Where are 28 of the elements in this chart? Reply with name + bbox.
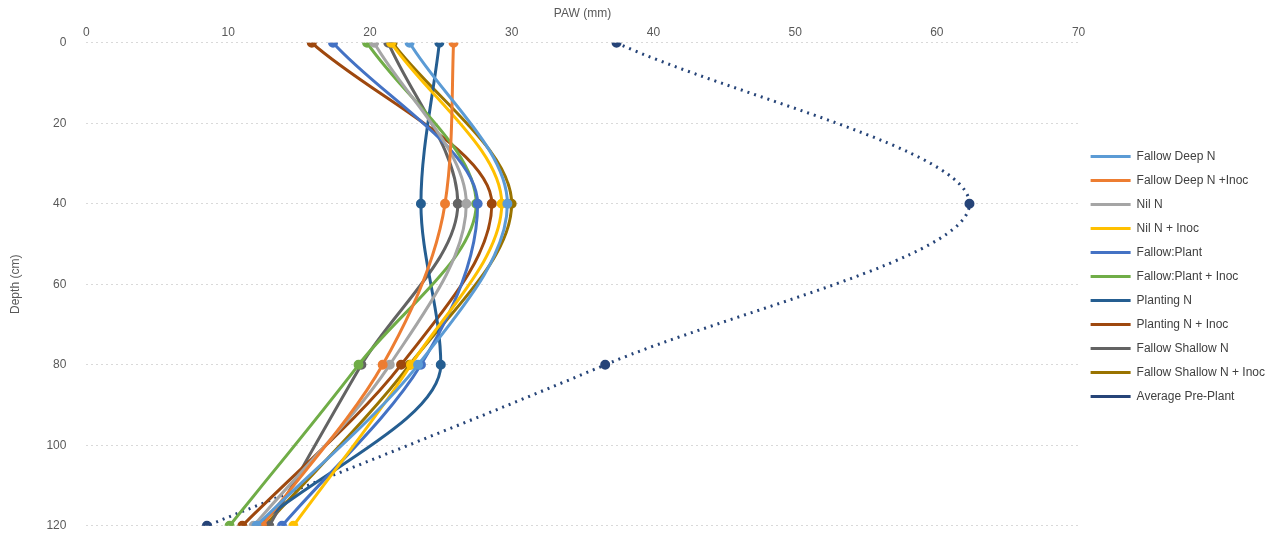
x-tick-label: 50 [788,24,803,39]
x-tick-label: 20 [363,24,377,39]
x-tick-label: 40 [646,24,661,39]
legend-label: Average Pre-Plant [1136,388,1236,403]
y-tick-label: 20 [53,115,67,130]
legend-label: Nil N + Inoc [1136,220,1199,235]
x-axis-title: PAW (mm) [553,5,612,20]
legend-label: Planting N + Inoc [1136,316,1229,331]
y-tick-label: 0 [59,35,67,50]
y-tick-label: 80 [53,357,67,372]
x-tick-label: 60 [930,24,944,39]
y-tick-label: 100 [46,437,67,452]
y-tick-label: 60 [53,276,67,291]
legend-label: Fallow:Plant + Inoc [1136,268,1239,283]
legend-label: Fallow Shallow N [1136,340,1229,355]
legend-label: Fallow:Plant [1136,244,1203,259]
legend-label: Planting N [1136,292,1192,307]
x-tick-label: 10 [221,24,236,39]
legend-label: Fallow Deep N +Inoc [1136,172,1249,187]
y-tick-label: 40 [53,196,67,211]
x-tick-label: 30 [504,24,519,39]
legend-label: Fallow Deep N [1136,148,1216,163]
x-tick-label: 0 [83,24,91,39]
y-tick-label: 120 [46,518,67,533]
x-tick-label: 70 [1071,24,1086,39]
legend-label: Nil N [1136,196,1163,211]
y-axis-title: Depth (cm) [7,254,22,314]
legend-label: Fallow Shallow N + Inoc [1136,364,1265,379]
